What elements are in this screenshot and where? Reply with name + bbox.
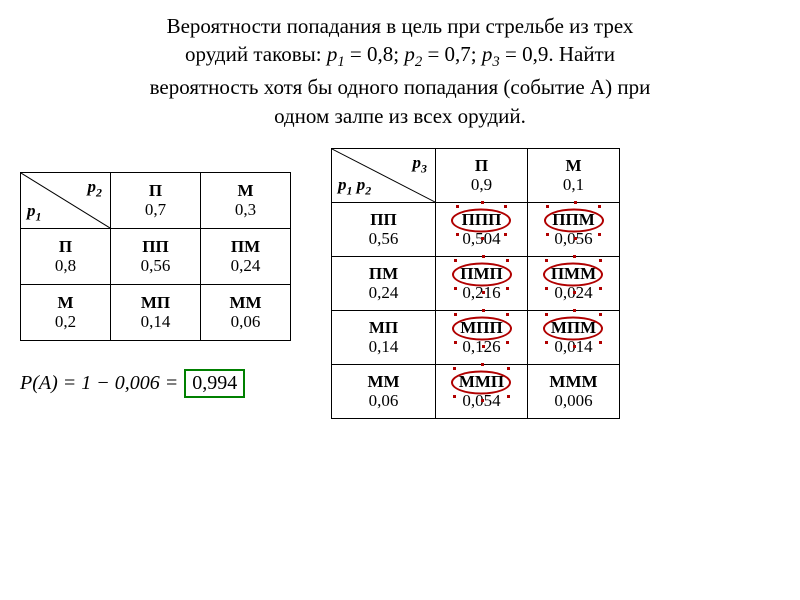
probability-table-1: p2 p1 П0,7 М0,3 П0,8 ПП0,56 ПМ0,24 М0,2 … [20,172,291,341]
table-cell-highlighted: ПМП0,216 [436,257,528,311]
problem-statement: Вероятности попадания в цель при стрельб… [20,12,780,130]
table-cell: МП0,14 [111,285,201,341]
table-cell: ММ0,06 [201,285,291,341]
var-p1: p1 [327,42,345,66]
table-cell: МММ0,006 [528,365,620,419]
text-line: вероятность хотя бы одного попадания (со… [150,75,651,99]
eq-text: = 0,9. Найти [500,42,615,66]
table-cell-highlighted: ППМ0,056 [528,203,620,257]
row-header: ПМ0,24 [332,257,436,311]
row-header: П0,8 [21,229,111,285]
eq-text: = 0,8; [345,42,405,66]
table-cell-highlighted: ППП0,504 [436,203,528,257]
formula-result-box: 0,994 [184,369,245,398]
col-header: М0,3 [201,173,291,229]
table-cell-highlighted: ММП0,054 [436,365,528,419]
row-header: МП0,14 [332,311,436,365]
text-line: Вероятности попадания в цель при стрельб… [167,14,634,38]
table-cell-highlighted: МПМ0,014 [528,311,620,365]
row-header: ПП0,56 [332,203,436,257]
text-line: одном залпе из всех орудий. [274,104,526,128]
col-header: М0,1 [528,149,620,203]
col-header: П0,7 [111,173,201,229]
table-cell-highlighted: ПММ0,024 [528,257,620,311]
diag-header: p3 p1 p2 [332,149,436,203]
col-header: П0,9 [436,149,528,203]
result-formula: P(A) = 1 − 0,006 = 0,994 [20,369,291,398]
eq-text: = 0,7; [422,42,482,66]
table-cell: ПП0,56 [111,229,201,285]
table-cell-highlighted: МПП0,126 [436,311,528,365]
table-cell: ПМ0,24 [201,229,291,285]
probability-table-2: p3 p1 p2 П0,9 М0,1 ПП0,56 ППП0,504 ППМ0,… [331,148,620,419]
row-header: М0,2 [21,285,111,341]
text-line: орудий таковы: [185,42,327,66]
row-header: ММ0,06 [332,365,436,419]
diag-header: p2 p1 [21,173,111,229]
var-p2: p2 [404,42,422,66]
formula-lhs: P(A) = 1 − 0,006 = [20,372,178,395]
var-p3: p3 [482,42,500,66]
